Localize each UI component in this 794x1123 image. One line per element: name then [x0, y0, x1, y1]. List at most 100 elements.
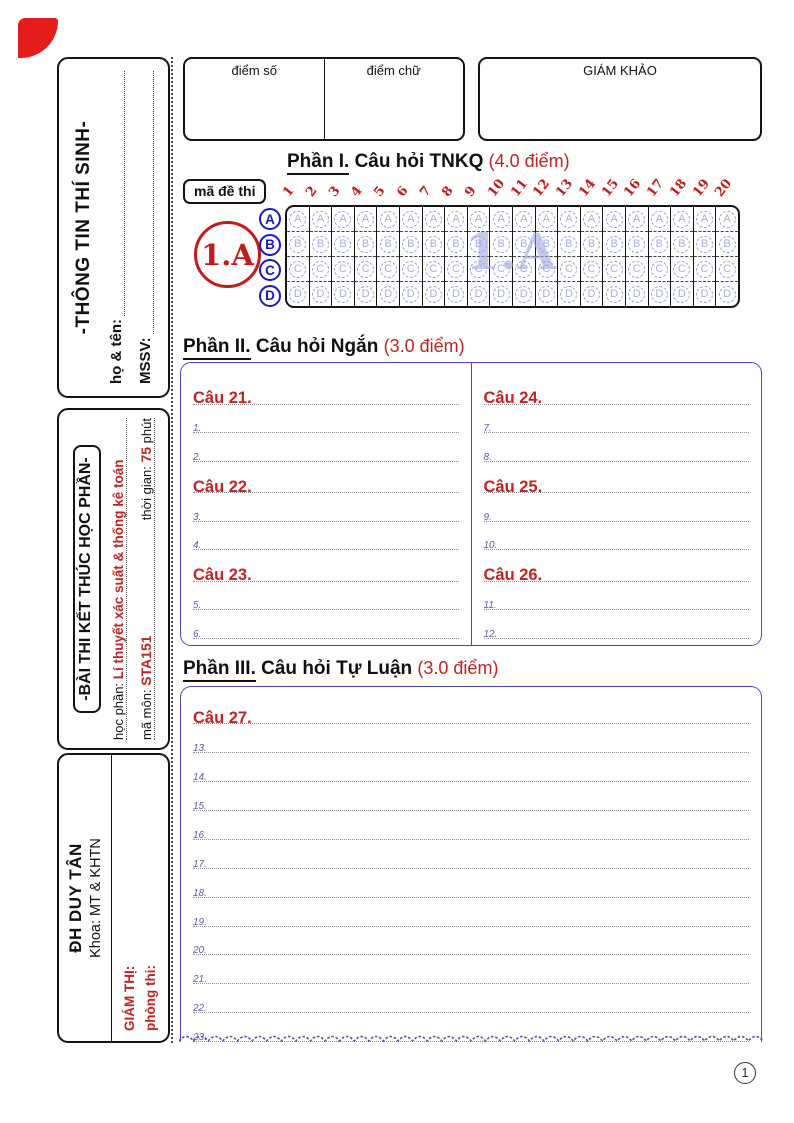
bubble-10D[interactable]: D	[492, 285, 510, 303]
answer-line-right[interactable]: 12.	[483, 610, 749, 640]
bubble-2D[interactable]: D	[311, 285, 329, 303]
answer-line-p3[interactable]: 13.	[193, 724, 749, 754]
bubble-14A[interactable]: A	[583, 210, 601, 228]
bubble-19B[interactable]: B	[695, 235, 713, 253]
bubble-9C[interactable]: C	[470, 260, 488, 278]
bubble-9B[interactable]: B	[470, 235, 488, 253]
bubble-11A[interactable]: A	[515, 210, 533, 228]
question-row-left[interactable]: Câu 22.	[193, 462, 459, 495]
answer-line-p3[interactable]: 23.	[193, 1013, 749, 1043]
bubble-18A[interactable]: A	[673, 210, 691, 228]
bubble-8A[interactable]: A	[447, 210, 465, 228]
bubble-11D[interactable]: D	[515, 285, 533, 303]
bubble-15B[interactable]: B	[605, 235, 623, 253]
question-row-right[interactable]: Câu 25.	[483, 462, 749, 495]
bubble-5A[interactable]: A	[379, 210, 397, 228]
answer-line-p3[interactable]: 14.	[193, 753, 749, 783]
bubble-15A[interactable]: A	[605, 210, 623, 228]
bubble-15D[interactable]: D	[605, 285, 623, 303]
bubble-20B[interactable]: B	[718, 235, 736, 253]
answer-line-right[interactable]: 11.	[483, 582, 749, 611]
mssv-input-line[interactable]	[137, 71, 154, 335]
bubble-19C[interactable]: C	[695, 260, 713, 278]
bubble-6A[interactable]: A	[402, 210, 420, 228]
bubble-17D[interactable]: D	[650, 285, 668, 303]
answer-line-left[interactable]: 4.	[193, 522, 459, 551]
bubble-8D[interactable]: D	[447, 285, 465, 303]
bubble-10B[interactable]: B	[492, 235, 510, 253]
bubble-12C[interactable]: C	[537, 260, 555, 278]
bubble-10C[interactable]: C	[492, 260, 510, 278]
answer-line-left[interactable]: 2.	[193, 433, 459, 462]
answer-line-left[interactable]: 6.	[193, 610, 459, 640]
bubble-6D[interactable]: D	[402, 285, 420, 303]
bubble-2A[interactable]: A	[311, 210, 329, 228]
bubble-17C[interactable]: C	[650, 260, 668, 278]
bubble-12D[interactable]: D	[537, 285, 555, 303]
question-row-left[interactable]: Câu 23.	[193, 550, 459, 583]
bubble-3A[interactable]: A	[334, 210, 352, 228]
bubble-5C[interactable]: C	[379, 260, 397, 278]
bubble-20A[interactable]: A	[718, 210, 736, 228]
answer-line-p3[interactable]: 16.	[193, 811, 749, 840]
bubble-4D[interactable]: D	[357, 285, 375, 303]
answer-line-right[interactable]: 8.	[483, 433, 749, 462]
bubble-16B[interactable]: B	[628, 235, 646, 253]
bubble-9A[interactable]: A	[470, 210, 488, 228]
bubble-13C[interactable]: C	[560, 260, 578, 278]
question-row-right[interactable]: Câu 26.	[483, 550, 749, 583]
answer-line-left[interactable]: 5.	[193, 582, 459, 611]
bubble-16D[interactable]: D	[628, 285, 646, 303]
answer-line-p3[interactable]: 19.	[193, 898, 749, 927]
question-row-right[interactable]: Câu 24.	[483, 373, 749, 406]
bubble-12B[interactable]: B	[537, 235, 555, 253]
bubble-18B[interactable]: B	[673, 235, 691, 253]
name-input-line[interactable]	[108, 71, 125, 316]
bubble-10A[interactable]: A	[492, 210, 510, 228]
bubble-7C[interactable]: C	[424, 260, 442, 278]
bubble-2B[interactable]: B	[311, 235, 329, 253]
bubble-9D[interactable]: D	[470, 285, 488, 303]
bubble-16A[interactable]: A	[628, 210, 646, 228]
answer-line-right[interactable]: 9.	[483, 493, 749, 522]
bubble-19D[interactable]: D	[695, 285, 713, 303]
bubble-6B[interactable]: B	[402, 235, 420, 253]
bubble-4A[interactable]: A	[357, 210, 375, 228]
bubble-3B[interactable]: B	[334, 235, 352, 253]
bubble-4C[interactable]: C	[357, 260, 375, 278]
bubble-20D[interactable]: D	[718, 285, 736, 303]
bubble-1B[interactable]: B	[289, 235, 307, 253]
question-row-left[interactable]: Câu 21.	[193, 373, 459, 406]
bubble-14C[interactable]: C	[583, 260, 601, 278]
question-row-p3[interactable]: Câu 27.	[193, 693, 749, 726]
bubble-7D[interactable]: D	[424, 285, 442, 303]
bubble-18C[interactable]: C	[673, 260, 691, 278]
bubble-5D[interactable]: D	[379, 285, 397, 303]
answer-line-p3[interactable]: 18.	[193, 869, 749, 898]
score-text-cell[interactable]: điểm chữ	[323, 59, 464, 139]
answer-line-p3[interactable]: 22.	[193, 984, 749, 1014]
bubble-4B[interactable]: B	[357, 235, 375, 253]
bubble-13A[interactable]: A	[560, 210, 578, 228]
answer-line-left[interactable]: 3.	[193, 493, 459, 522]
bubble-7A[interactable]: A	[424, 210, 442, 228]
bubble-1D[interactable]: D	[289, 285, 307, 303]
answer-line-p3[interactable]: 17.	[193, 840, 749, 869]
bubble-15C[interactable]: C	[605, 260, 623, 278]
bubble-16C[interactable]: C	[628, 260, 646, 278]
answer-line-p3[interactable]: 20.	[193, 927, 749, 956]
bubble-11B[interactable]: B	[515, 235, 533, 253]
bubble-8B[interactable]: B	[447, 235, 465, 253]
answer-line-p3[interactable]: 21.	[193, 955, 749, 985]
bubble-2C[interactable]: C	[311, 260, 329, 278]
bubble-11C[interactable]: C	[515, 260, 533, 278]
answer-line-right[interactable]: 7.	[483, 405, 749, 434]
bubble-17B[interactable]: B	[650, 235, 668, 253]
bubble-18D[interactable]: D	[673, 285, 691, 303]
bubble-8C[interactable]: C	[447, 260, 465, 278]
bubble-6C[interactable]: C	[402, 260, 420, 278]
bubble-3C[interactable]: C	[334, 260, 352, 278]
answer-line-left[interactable]: 1.	[193, 405, 459, 434]
bubble-14D[interactable]: D	[583, 285, 601, 303]
bubble-17A[interactable]: A	[650, 210, 668, 228]
